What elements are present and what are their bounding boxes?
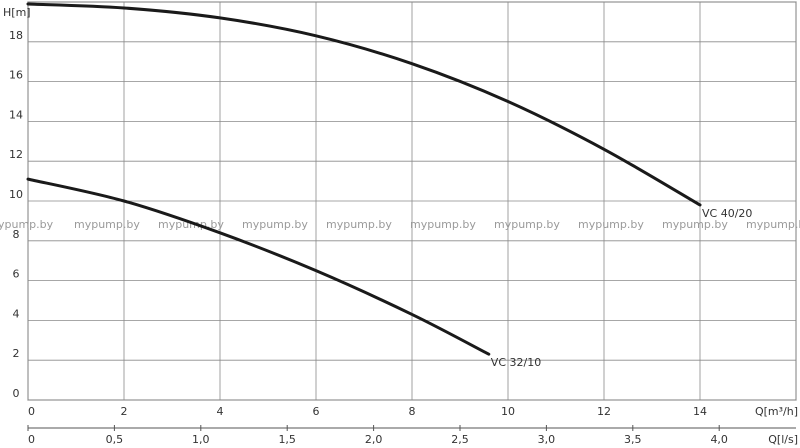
- x-tick-label-ls: 0: [28, 433, 35, 446]
- x-tick-label-ls: 4,0: [710, 433, 728, 446]
- y-tick-label: 2: [13, 347, 20, 360]
- x-tick-label-m3h: 6: [313, 405, 320, 418]
- series-line-1: [26, 177, 491, 356]
- y-tick-label: 12: [9, 148, 23, 161]
- x-tick-label-m3h: 12: [597, 405, 611, 418]
- watermark-text: mypump.by: [326, 218, 392, 231]
- series-label-0: VC 40/20: [702, 207, 752, 220]
- x-tick-label-ls: 2,0: [365, 433, 383, 446]
- y-tick-label: 8: [13, 228, 20, 241]
- x-axis-label-ls: Q[l/s]: [768, 433, 798, 446]
- y-tick-label: 18: [9, 29, 23, 42]
- x-tick-label-ls: 1,0: [192, 433, 210, 446]
- y-tick-label: 14: [9, 108, 23, 121]
- y-tick-label: 10: [9, 188, 23, 201]
- axis-labels: 0 2 4 6 8 10 12 14 16 18 H[m] 0 2 4 6 8 10 12 14 Q[m³/h] 0 0,…: [3, 6, 798, 446]
- watermark-text: mypump.by: [578, 218, 644, 231]
- watermark-text: ypump.by: [0, 218, 54, 231]
- x-tick-label-m3h: 2: [121, 405, 128, 418]
- y-tick-label: 16: [9, 69, 23, 82]
- y-axis-label: H[m]: [3, 6, 31, 19]
- x-tick-label-m3h: 0: [28, 405, 35, 418]
- x-tick-label-m3h: 8: [409, 405, 416, 418]
- x-tick-label-m3h: 4: [217, 405, 224, 418]
- watermark-text: mypump.by: [662, 218, 728, 231]
- x-tick-label-m3h: 10: [501, 405, 515, 418]
- y-tick-label: 0: [13, 387, 20, 400]
- y-tick-label: 6: [13, 268, 20, 281]
- grid: [27, 1, 797, 401]
- x-tick-label-ls: 3,0: [538, 433, 556, 446]
- x-tick-label-ls: 2,5: [451, 433, 469, 446]
- watermark-text: mypump.by: [242, 218, 308, 231]
- watermark-row: ypump.by mypump.by mypump.by mypump.by mypum…: [0, 218, 800, 231]
- watermark-text: mypump.by: [158, 218, 224, 231]
- x-tick-label-m3h: 14: [693, 405, 707, 418]
- y-tick-label: 4: [13, 307, 20, 320]
- x-tick-label-ls: 3,5: [624, 433, 642, 446]
- watermark-text: mypump.by: [746, 218, 800, 231]
- x-axis-label-m3h: Q[m³/h]: [755, 405, 798, 418]
- x-tick-label-ls: 1,5: [278, 433, 296, 446]
- series-label-1: VC 32/10: [491, 356, 541, 369]
- series-line-0: [26, 2, 702, 207]
- watermark-text: mypump.by: [494, 218, 560, 231]
- watermark-text: mypump.by: [74, 218, 140, 231]
- watermark-text: mypump.by: [410, 218, 476, 231]
- x-tick-label-ls: 0,5: [106, 433, 124, 446]
- curves: VC 40/20 VC 32/10: [26, 2, 752, 369]
